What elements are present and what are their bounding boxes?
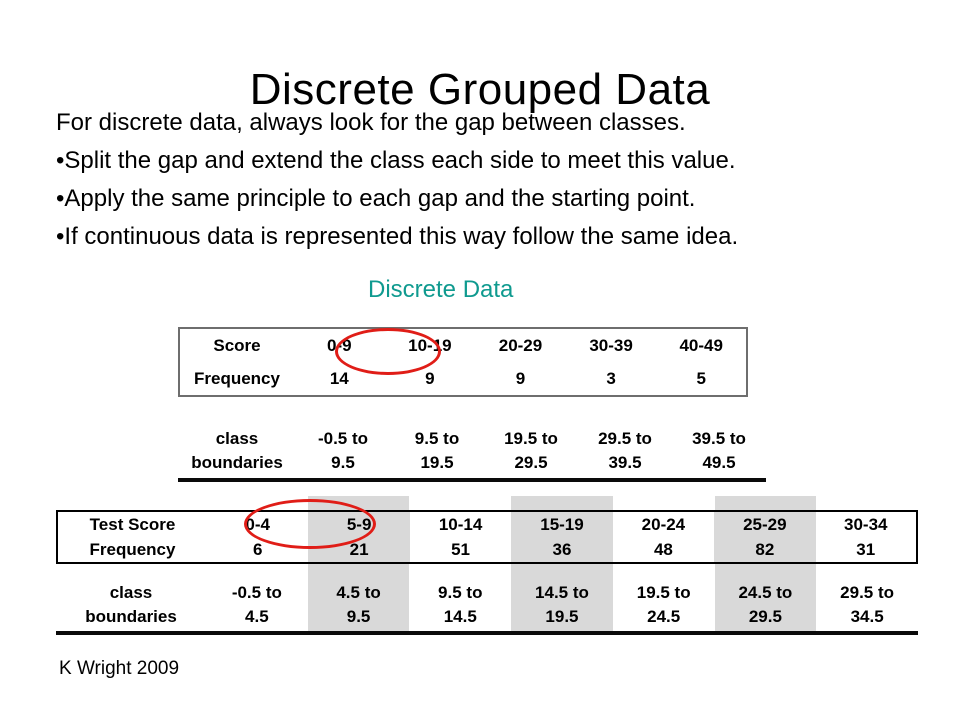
test-class-cell: 15-19 <box>511 511 613 537</box>
test-frequency-cell: 51 <box>451 539 471 559</box>
boundary-range-cell: -0.5 to 9.5 <box>317 429 369 472</box>
boundaries-label-line1: class <box>109 583 153 602</box>
stripe-cell <box>816 564 918 578</box>
stripe-cell-shaded <box>307 564 410 578</box>
bullet-line: •Apply the same principle to each gap an… <box>56 185 696 212</box>
test-frequency-cell: 36 <box>511 537 613 563</box>
score-boundaries-row: class boundaries -0.5 to 9.5 9.5 to 19.5 1… <box>178 424 766 480</box>
test-class-cell: 10-14 <box>438 514 483 534</box>
score-class-cell: 30-39 <box>589 335 633 355</box>
boundaries-label-line2: boundaries <box>85 607 177 626</box>
test-frequency-cell: 6 <box>252 539 263 559</box>
stripe-cell <box>56 564 206 578</box>
boundary-range-cell: 9.5 to 14.5 <box>438 583 483 626</box>
stripe-cell <box>613 564 715 578</box>
score-frequency-cell: 9 <box>425 368 435 388</box>
frequency-row-label: Frequency <box>194 368 280 388</box>
stripe-cell <box>816 496 918 510</box>
boundaries-label-line2: boundaries <box>191 453 283 472</box>
boundary-range-cell: -0.5 to 4.5 <box>231 583 282 626</box>
score-frequency-cell: 9 <box>515 368 526 388</box>
test-frequency-cell: 82 <box>714 537 816 563</box>
stripe-cell <box>56 496 206 510</box>
footer-credit: K Wright 2009 <box>59 658 180 679</box>
boundaries-row-label: class boundaries <box>178 424 296 480</box>
score-frequency-cell: 14 <box>329 368 349 388</box>
boundary-range-cell: 29.5 to 34.5 <box>840 583 895 626</box>
boundary-range-cell: 24.5 to 29.5 <box>714 578 817 633</box>
stripe-cell-shaded <box>511 564 613 578</box>
boundary-range-cell: 9.5 to 19.5 <box>414 429 460 472</box>
boundary-range-cell: 14.5 to 19.5 <box>511 578 613 633</box>
section-heading: Discrete Data <box>368 276 514 303</box>
stripe-cell-shaded <box>511 496 613 510</box>
score-boundaries-table: class boundaries -0.5 to 9.5 9.5 to 19.5 1… <box>178 424 766 482</box>
stripe-cell <box>206 564 308 578</box>
test-frequency-row: Frequency 6 21 51 36 48 82 31 <box>57 537 917 563</box>
stripe-spacer-middle <box>56 564 918 578</box>
slide-title: Discrete Grouped Data <box>249 65 711 115</box>
boundaries-label-line1: class <box>215 429 259 448</box>
score-row-label: Score <box>213 335 261 355</box>
test-class-cell: 30-34 <box>844 514 888 534</box>
score-frequency-cell: 5 <box>696 368 706 388</box>
test-class-row: Test Score 0-4 5-9 10-14 15-19 20-24 25-… <box>57 511 917 537</box>
intro-text-block: For discrete data, always look for the g… <box>56 104 738 256</box>
score-frequency-row: Frequency 14 9 9 3 5 <box>179 362 747 396</box>
bullet-line: •If continuous data is represented this … <box>56 223 739 250</box>
frequency-row-label: Frequency <box>89 539 176 559</box>
test-frequency-cell: 31 <box>856 539 876 559</box>
stripe-spacer-top <box>56 496 918 510</box>
score-class-cell: 20-29 <box>498 335 543 355</box>
gap-annotation-ellipse-1 <box>335 328 441 375</box>
test-class-cell: 20-24 <box>641 514 686 534</box>
stripe-cell <box>409 496 511 510</box>
score-table: Score 0-9 10-19 20-29 30-39 40-49 Freque… <box>178 327 748 397</box>
stripe-cell <box>613 496 715 510</box>
bullet-line: •Split the gap and extend the class each… <box>56 147 736 174</box>
boundaries-row-label: class boundaries <box>56 578 206 633</box>
boundary-range-cell: 19.5 to 29.5 <box>504 429 558 472</box>
test-frequency-cell: 48 <box>653 539 673 559</box>
test-score-table: Test Score 0-4 5-9 10-14 15-19 20-24 25-… <box>56 510 918 564</box>
test-boundaries-table: class boundaries -0.5 to 4.5 4.5 to 9.5 9.… <box>56 578 918 635</box>
score-class-cell: 40-49 <box>679 335 723 355</box>
boundary-range-cell: 29.5 to 39.5 <box>598 429 652 472</box>
stripe-cell-shaded <box>714 564 817 578</box>
boundary-range-cell: 39.5 to 49.5 <box>692 429 746 472</box>
stripe-cell <box>409 564 511 578</box>
test-class-cell: 25-29 <box>714 511 816 537</box>
intro-line: For discrete data, always look for the g… <box>56 109 686 136</box>
stripe-cell-shaded <box>714 496 817 510</box>
boundary-range-cell: 4.5 to 9.5 <box>307 578 410 633</box>
test-score-section: Test Score 0-4 5-9 10-14 15-19 20-24 25-… <box>56 496 918 635</box>
test-boundaries-row: class boundaries -0.5 to 4.5 4.5 to 9.5 9.… <box>56 578 918 633</box>
gap-annotation-ellipse-2 <box>244 499 376 549</box>
score-frequency-cell: 3 <box>606 368 616 388</box>
score-class-row: Score 0-9 10-19 20-29 30-39 40-49 <box>179 328 747 362</box>
boundary-range-cell: 19.5 to 24.5 <box>636 583 691 626</box>
test-score-row-label: Test Score <box>89 514 176 534</box>
